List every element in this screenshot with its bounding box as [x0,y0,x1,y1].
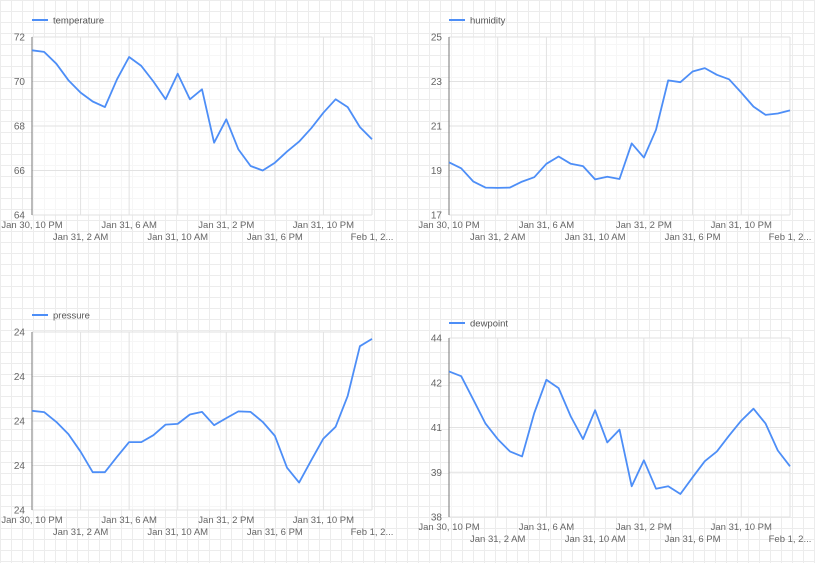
legend-label: pressure [53,311,90,322]
x-tick-label: Jan 31, 10 AM [565,534,626,545]
legend-label: temperature [53,16,104,27]
y-tick-label: 24 [14,461,26,472]
x-tick-label: Feb 1, 2... [769,534,812,545]
series-line-pressure [31,338,373,484]
y-tick-label: 39 [431,468,443,479]
x-tick-label: Feb 1, 2... [351,527,394,538]
y-tick-label: 24 [14,417,26,428]
x-tick-label: Jan 31, 2 AM [53,232,109,243]
x-tick-label: Jan 31, 6 AM [101,515,157,526]
y-tick-label: 17 [431,211,443,222]
x-tick-label: Jan 31, 6 PM [247,527,303,538]
y-tick-label: 24 [14,328,26,339]
x-tick-label: Jan 31, 2 PM [616,220,672,231]
y-tick-label: 24 [14,372,26,383]
y-tick-label: 66 [14,166,26,177]
y-tick-label: 19 [431,166,443,177]
x-tick-label: Jan 31, 10 PM [711,522,772,533]
y-tick-label: 44 [431,334,443,345]
x-tick-label: Jan 31, 6 PM [665,534,721,545]
y-tick-label: 23 [431,77,443,88]
y-tick-label: 41 [431,423,443,434]
x-tick-label: Jan 30, 10 PM [418,220,479,231]
series-line-dewpoint [448,370,791,495]
y-tick-label: 38 [431,513,443,524]
x-tick-label: Jan 31, 6 PM [665,232,721,243]
x-tick-label: Jan 31, 2 AM [470,534,526,545]
series-line-temperature [31,49,373,172]
y-tick-label: 64 [14,211,26,222]
series-line-humidity [448,67,791,189]
x-tick-label: Jan 30, 10 PM [1,220,62,231]
x-tick-label: Jan 31, 6 AM [519,220,575,231]
x-tick-label: Jan 31, 10 PM [293,220,354,231]
legend-label: humidity [470,16,506,27]
x-tick-label: Jan 31, 6 PM [247,232,303,243]
x-tick-label: Jan 31, 2 AM [53,527,109,538]
y-tick-label: 72 [14,33,26,44]
x-tick-label: Jan 30, 10 PM [1,515,62,526]
y-tick-label: 24 [14,506,26,517]
x-tick-label: Jan 30, 10 PM [418,522,479,533]
x-tick-label: Jan 31, 10 AM [147,232,208,243]
x-tick-label: Jan 31, 2 PM [198,220,254,231]
x-tick-label: Jan 31, 2 PM [198,515,254,526]
x-tick-label: Feb 1, 2... [351,232,394,243]
x-tick-label: Jan 31, 10 AM [147,527,208,538]
x-tick-label: Jan 31, 10 PM [293,515,354,526]
legend-label: dewpoint [470,319,508,330]
y-tick-label: 25 [431,33,443,44]
x-tick-label: Feb 1, 2... [769,232,812,243]
x-tick-label: Jan 31, 10 AM [565,232,626,243]
x-tick-label: Jan 31, 6 AM [519,522,575,533]
y-tick-label: 68 [14,122,26,133]
y-tick-label: 21 [431,122,443,133]
y-tick-label: 42 [431,378,443,389]
x-tick-label: Jan 31, 10 PM [711,220,772,231]
x-tick-label: Jan 31, 6 AM [101,220,157,231]
x-tick-label: Jan 31, 2 PM [616,522,672,533]
x-tick-label: Jan 31, 2 AM [470,232,526,243]
y-tick-label: 70 [14,77,26,88]
